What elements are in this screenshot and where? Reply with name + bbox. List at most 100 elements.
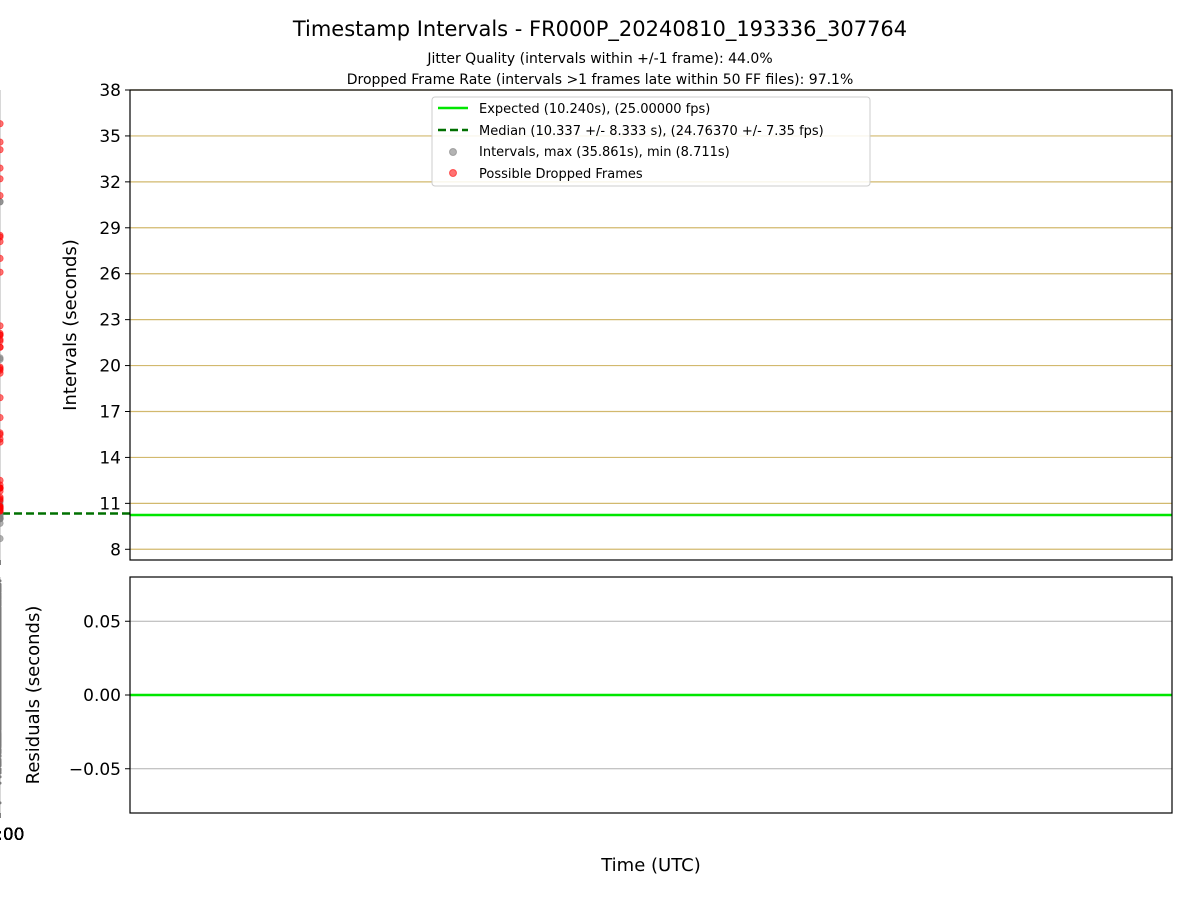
residual-point (0, 775, 2, 779)
residual-point (0, 771, 2, 775)
residual-point (0, 762, 2, 766)
legend-dropped-swatch (449, 169, 457, 177)
dropped-frame-point (0, 438, 4, 446)
legend-dropped-label: Possible Dropped Frames (479, 167, 643, 182)
residual-point (0, 628, 2, 632)
residual-point (0, 744, 2, 748)
y-tick-label: 26 (99, 265, 121, 285)
dropped-frame-point (0, 138, 4, 146)
residual-point (0, 686, 2, 690)
intervals-y-ticks: 8 11 14 17 20 23 26 29 32 35 38 (99, 81, 130, 560)
chart-subtitle-dropped: Dropped Frame Rate (intervals >1 frames … (347, 72, 854, 88)
y-tick-label: 38 (99, 81, 121, 101)
residual-point (0, 679, 2, 683)
x-tick-label: 00:00 (0, 825, 25, 845)
intervals-reference-lines (0, 512, 1172, 517)
y-tick-label: 17 (99, 402, 121, 422)
y-tick-label: 29 (99, 219, 121, 239)
y-tick-label: 32 (99, 173, 121, 193)
legend-expected-label: Expected (10.240s), (25.00000 fps) (479, 102, 710, 117)
residual-point (0, 592, 2, 596)
y-tick-label: 14 (99, 448, 121, 468)
residuals-y-ticks: 0.05 0.00 −0.05 (69, 612, 130, 780)
residual-point (0, 596, 2, 600)
y-tick-label: −0.05 (69, 760, 121, 780)
intervals-plot-frame (129, 89, 1173, 561)
residual-point (0, 661, 2, 664)
x-tick-label: 22:00 (0, 825, 25, 845)
dropped-frame-point (0, 146, 4, 154)
residual-point (0, 704, 2, 708)
chart-title: Timestamp Intervals - FR000P_20240810_19… (292, 17, 907, 42)
x-tick-label: 01:00 (0, 825, 25, 845)
y-tick-label: 35 (99, 127, 121, 147)
residual-point (0, 631, 2, 635)
interval-point (0, 354, 4, 362)
residual-point (0, 801, 2, 805)
residual-point (0, 753, 2, 757)
dropped-frame-point (0, 120, 4, 128)
residual-point (0, 645, 2, 649)
residual-point (0, 669, 2, 673)
residual-point (0, 675, 2, 679)
legend-intervals-swatch (449, 148, 457, 156)
residuals-y-axis-label: Residuals (seconds) (23, 606, 44, 785)
residual-point (0, 757, 2, 761)
dropped-frame-point (0, 429, 4, 437)
residual-point (0, 663, 2, 667)
dropped-frame-point (0, 175, 4, 183)
residual-point (0, 602, 2, 605)
legend-box (431, 96, 871, 187)
x-tick-label: 03:00 (0, 825, 25, 845)
residuals-x-ticks: 20:0021:0022:0023:0000:0001:0002:0003:00 (0, 813, 25, 845)
y-tick-label: 23 (99, 311, 121, 331)
residuals-points (0, 579, 2, 805)
residual-point (0, 748, 2, 752)
residual-point (0, 652, 2, 656)
residuals-panel: 0.050.00−0.05 20:0021:0022:0023:0000:000… (0, 576, 1173, 876)
legend: Expected (10.240s), (25.00000 fps) Media… (431, 96, 871, 187)
x-tick-label: 20:00 (0, 825, 25, 845)
x-tick-label: 23:00 (0, 825, 25, 845)
dropped-frame-point (0, 322, 4, 330)
dropped-frame-point (0, 493, 4, 501)
residual-point (0, 615, 2, 619)
dropped-frame-point (0, 343, 4, 351)
intervals-points (0, 120, 4, 543)
interval-point (0, 198, 4, 206)
dropped-frame-point (0, 487, 4, 495)
residual-point (0, 589, 2, 593)
residual-point (0, 657, 2, 661)
residual-point (0, 582, 2, 586)
interval-point (0, 513, 4, 521)
interval-point (0, 535, 4, 543)
residual-point (0, 699, 2, 703)
dropped-frame-point (0, 504, 4, 512)
residual-point (0, 741, 2, 744)
dropped-frame-point (0, 233, 4, 241)
dropped-frame-point (0, 414, 4, 422)
dropped-frame-point (0, 337, 4, 345)
residual-point (0, 715, 2, 718)
residual-point (0, 622, 2, 626)
y-tick-label: 0.05 (83, 612, 121, 632)
dropped-frame-point (0, 254, 4, 262)
intervals-panel: 8 11 14 17 20 23 26 29 32 35 38 Intervals (seconds… (0, 81, 1173, 565)
dropped-frame-point (0, 268, 4, 276)
residual-point (0, 719, 2, 723)
residual-point (0, 727, 2, 731)
dropped-frame-point (0, 192, 4, 200)
dropped-frame-point (0, 164, 4, 172)
residual-point (0, 609, 2, 613)
intervals-y-axis-label: Intervals (seconds) (60, 239, 81, 411)
dropped-frame-point (0, 394, 4, 402)
y-tick-label: 11 (99, 494, 121, 514)
dropped-frame-point (0, 366, 4, 374)
chart-subtitle-jitter: Jitter Quality (intervals within +/-1 fr… (426, 51, 772, 67)
residual-point (0, 579, 2, 583)
residual-point (0, 634, 2, 637)
residual-point (0, 768, 2, 772)
residual-point (0, 709, 2, 713)
residual-point (0, 781, 2, 785)
